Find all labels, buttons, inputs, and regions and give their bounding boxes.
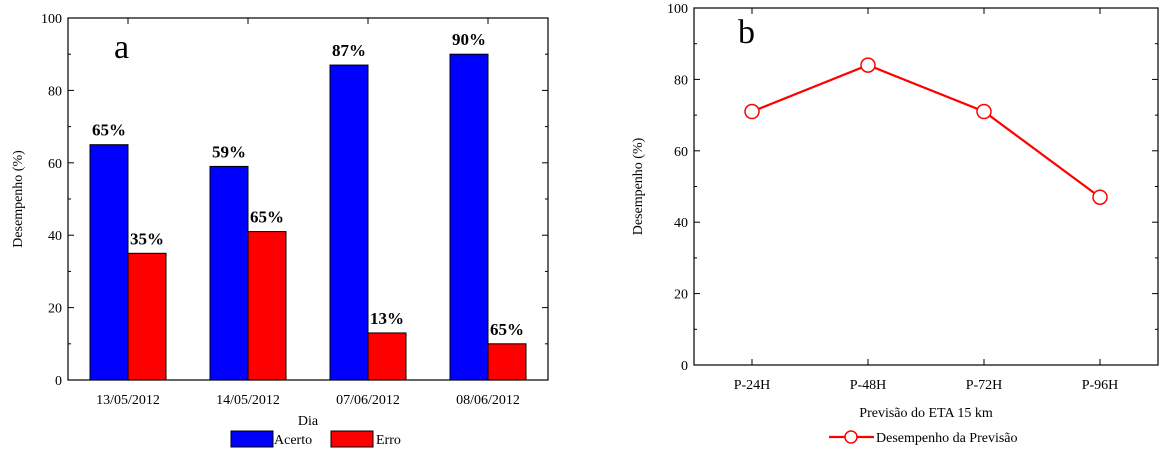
y-tick-label: 100 [41,12,62,27]
series-line [751,63,1101,199]
y-tick-label: 60 [48,157,62,172]
data-point [1092,189,1108,205]
x-axis-title: Previsão do ETA 15 km [859,406,993,421]
bar-data-label: 59% [212,142,246,161]
y-axis-title: Desempenho (%) [11,150,26,248]
x-tick-label: P-96H [1082,378,1119,393]
legend-label-acerto: Acerto [274,433,312,448]
bar-data-label: 87% [332,41,366,60]
x-tick-label: 08/06/2012 [456,393,520,408]
x-tick-label: P-24H [734,378,771,393]
x-tick-label: 14/05/2012 [216,393,280,408]
line-chart-panel-b: 0 20 40 60 80 100 P-24H P-48H P-72H P-96H b Previsã… [631,2,1159,446]
x-axis-title: Dia [298,414,319,429]
y-tick-label: 80 [48,84,62,99]
bar-acerto [209,165,249,381]
bar-data-label: 65% [250,208,284,227]
bar-data-label: 13% [370,309,404,328]
y-tick-label: 60 [674,145,688,160]
y-tick-label: 20 [674,288,688,303]
legend-label: Desempenho da Previsão [876,431,1018,446]
legend-swatch-marker [844,430,858,444]
panel-label: b [738,14,755,51]
legend-label-erro: Erro [376,433,401,448]
y-tick-label: 0 [55,374,62,389]
y-tick-label: 0 [681,359,688,374]
y-axis-title: Desempenho (%) [631,137,646,235]
plot-frame [693,7,1159,366]
bar-data-label: 65% [490,320,524,339]
bar-data-label: 90% [452,30,486,49]
bar-erro [487,343,527,381]
legend-swatch-erro [330,430,374,448]
x-tick-label: 07/06/2012 [336,393,400,408]
x-tick-label: 13/05/2012 [96,393,160,408]
bar-data-label: 65% [92,121,126,140]
bar-chart-panel-a: 0 20 40 60 80 100 13/05/2012 65% 35% 14/05/2012 59… [11,12,549,448]
y-tick-label: 100 [667,2,688,17]
bar-acerto [329,64,369,381]
data-point [976,103,992,120]
data-point [860,57,876,73]
bar-erro [127,252,167,381]
y-tick-label: 40 [674,216,688,231]
bar-erro [367,332,407,381]
data-point [744,103,760,120]
x-tick-label: P-72H [966,378,1003,393]
legend-swatch-acerto [230,430,274,448]
y-tick-label: 40 [48,229,62,244]
y-tick-label: 80 [674,73,688,88]
panel-label: a [114,29,129,66]
bar-data-label: 35% [130,229,164,248]
bar-acerto [449,53,489,381]
bar-acerto [89,144,129,381]
y-tick-label: 20 [48,302,62,317]
bar-erro [247,231,287,381]
x-tick-label: P-48H [850,378,887,393]
